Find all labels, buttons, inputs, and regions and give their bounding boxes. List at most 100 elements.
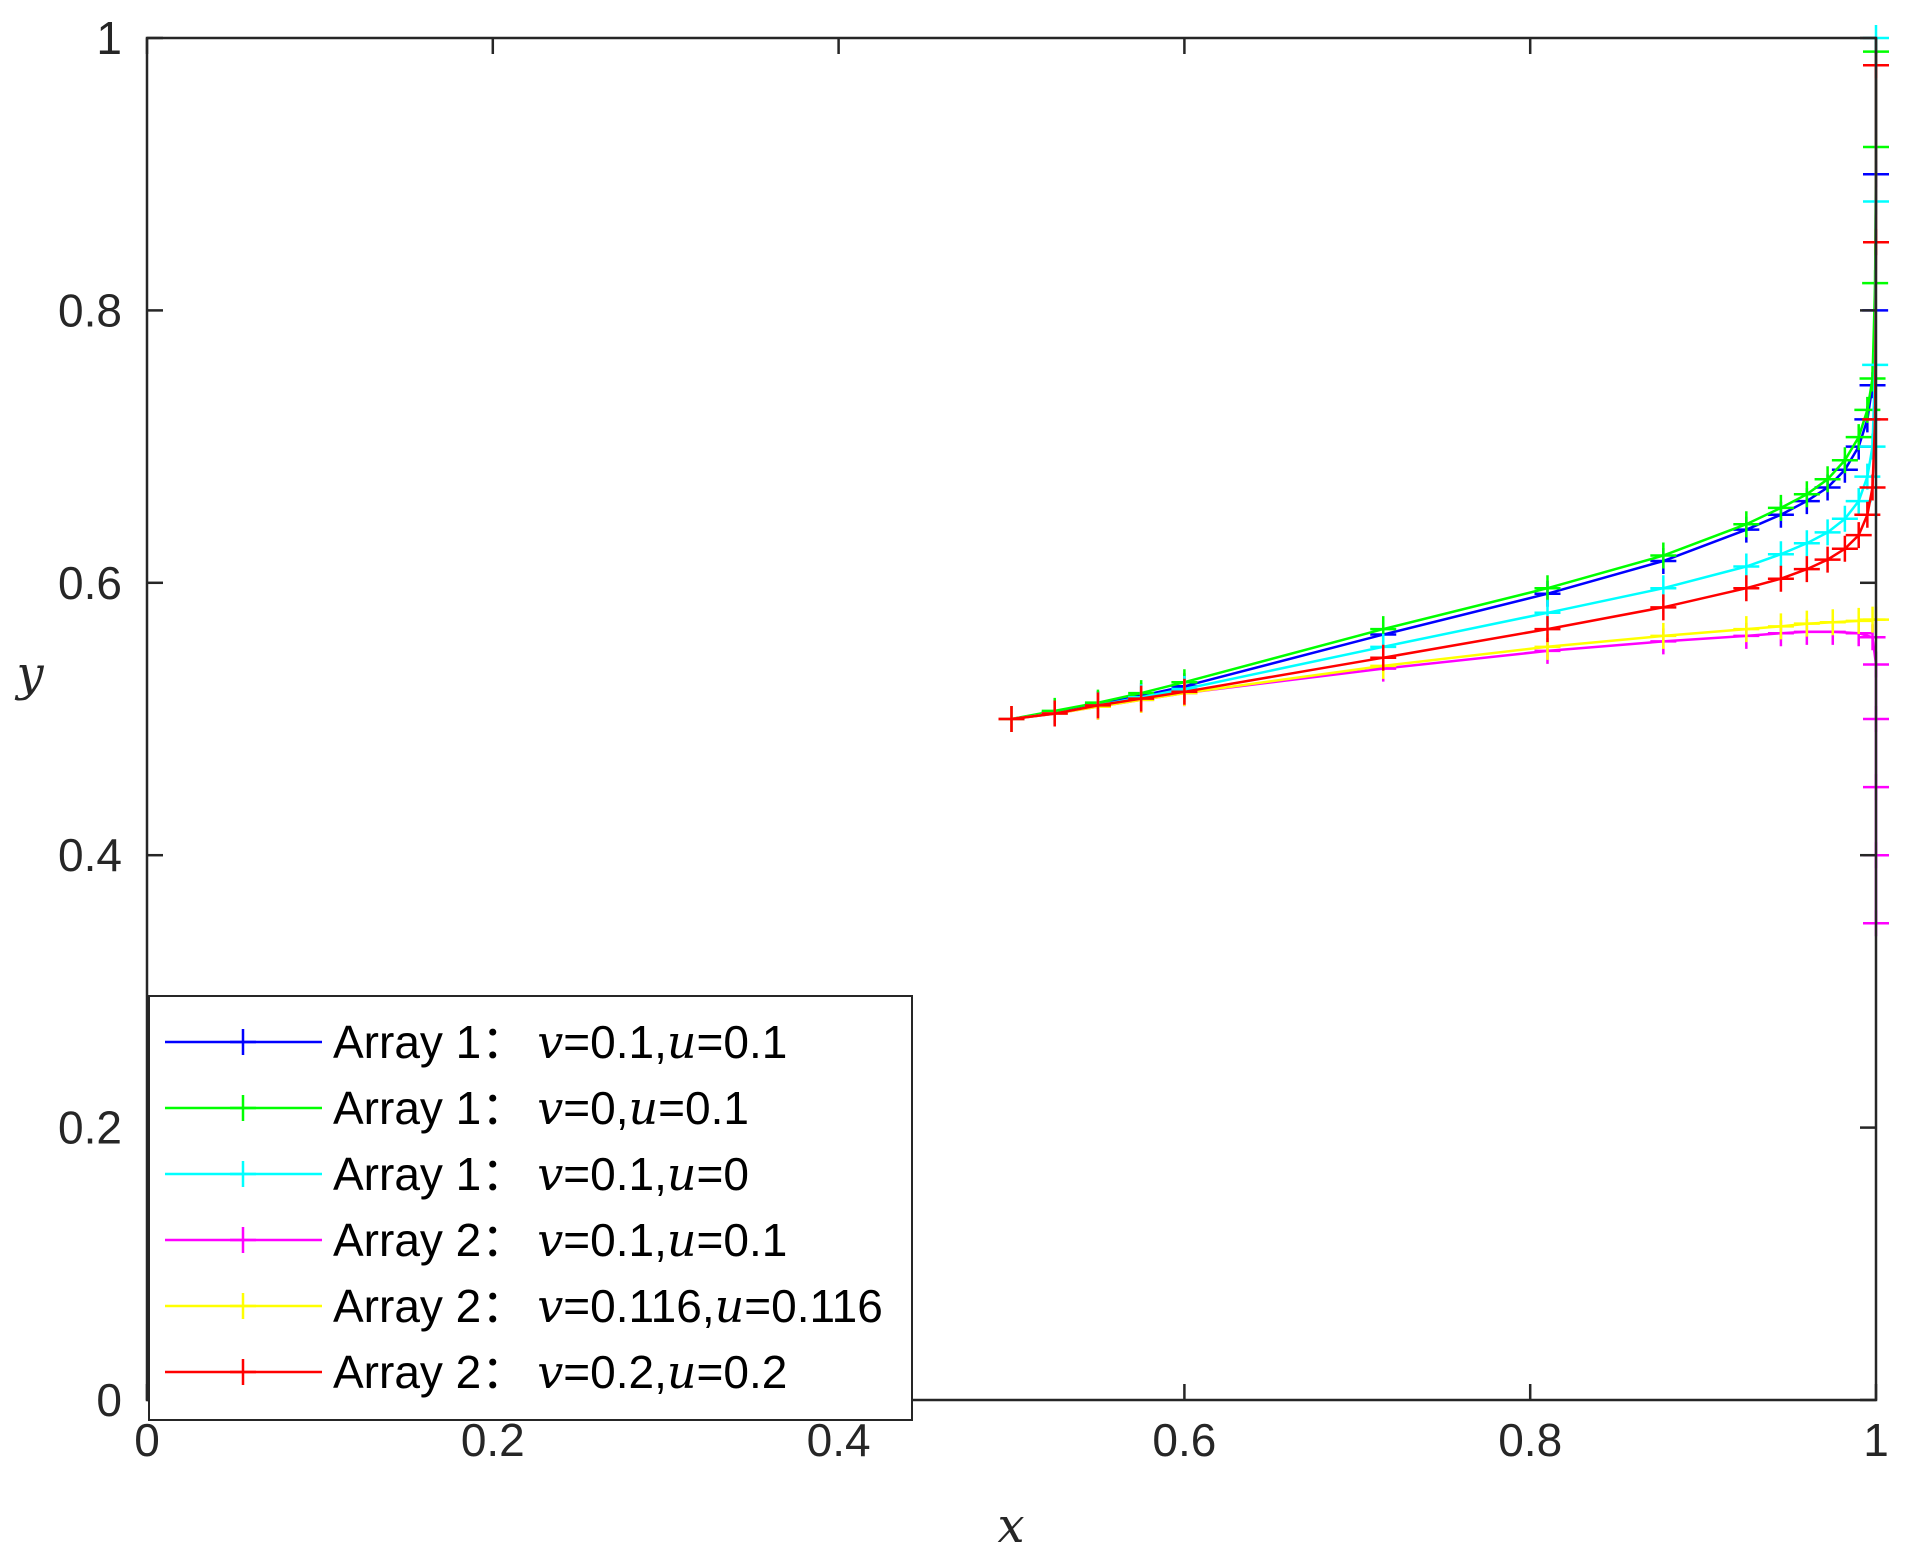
legend-param: v	[537, 1279, 563, 1333]
legend-param: =0.1	[697, 1016, 788, 1068]
data-point	[1733, 511, 1760, 538]
legend-param: u	[667, 1147, 697, 1201]
data-point	[1733, 553, 1760, 580]
data-point	[1831, 447, 1858, 474]
y-tick-label: 0.2	[58, 1102, 122, 1154]
axes-box	[145, 36, 1878, 1402]
legend-label: Array 2： v=0.116,u=0.116	[333, 1279, 883, 1333]
data-point	[1767, 613, 1794, 640]
data-point	[1845, 522, 1872, 549]
data-point	[1845, 424, 1872, 451]
legend-marker	[230, 1029, 256, 1055]
legend-marker	[230, 1161, 256, 1187]
legend-entry: Array 2： v=0.116,u=0.116	[165, 1279, 883, 1333]
legend-param: =0.1	[658, 1082, 749, 1134]
legend-label: Array 1： v=0.1,u=0	[333, 1147, 749, 1201]
legend-marker	[230, 1095, 256, 1121]
data-point	[1793, 530, 1820, 557]
data-point	[998, 706, 1025, 732]
x-tick-label: 0	[134, 1414, 160, 1466]
legend-param: u	[667, 1213, 697, 1267]
data-point	[1793, 610, 1820, 637]
data-point	[1767, 565, 1794, 592]
data-point	[1171, 678, 1198, 705]
y-tick-label: 1	[96, 12, 122, 64]
legend-param: u	[629, 1081, 659, 1135]
y-tick-label: 0.4	[58, 829, 122, 881]
data-point	[1859, 474, 1886, 501]
y-tick-label: 0	[96, 1374, 122, 1426]
legend-param: =0.1,	[563, 1214, 667, 1266]
data-point	[1845, 488, 1872, 515]
legend-param: u	[667, 1345, 697, 1399]
x-tick-label: 1	[1863, 1414, 1889, 1466]
data-point	[1814, 466, 1841, 493]
data-point	[1733, 575, 1760, 602]
data-point	[1819, 609, 1846, 636]
x-tick-label: 0.4	[807, 1414, 871, 1466]
data-point	[1767, 494, 1794, 521]
legend-param: v	[537, 1015, 563, 1069]
data-point	[1650, 542, 1677, 569]
legend-series-name: Array 1：	[333, 1148, 527, 1200]
data-point	[1370, 644, 1397, 671]
legend-param: =0.1,	[563, 1148, 667, 1200]
legend-param: =0.116	[744, 1280, 883, 1332]
y-axis-title: y	[14, 646, 44, 702]
legend-param: =0,	[563, 1082, 628, 1134]
legend-param: v	[537, 1147, 563, 1201]
legend-param: v	[537, 1081, 563, 1135]
x-tick-label: 0.2	[461, 1414, 525, 1466]
legend-entry: Array 1： v=0.1,u=0	[165, 1147, 749, 1201]
data-point	[1831, 505, 1858, 532]
legend-entry: Array 1： v=0.1,u=0.1	[165, 1015, 787, 1069]
data-point	[1814, 519, 1841, 546]
legend-param: v	[537, 1213, 563, 1267]
legend-marker	[230, 1227, 256, 1253]
data-point	[1041, 700, 1068, 727]
legend-label: Array 2： v=0.1,u=0.1	[333, 1213, 787, 1267]
data-point	[1534, 616, 1561, 643]
x-tick-label: 0.8	[1498, 1414, 1562, 1466]
legend-box	[148, 995, 913, 1421]
legend-param: =0.2	[697, 1346, 788, 1398]
x-axis-title: x	[997, 1498, 1024, 1554]
data-point	[1128, 685, 1155, 712]
legend-param: =0.116,	[563, 1280, 714, 1332]
data-point	[1534, 575, 1561, 602]
legend-entry: Array 2： v=0.1,u=0.1	[165, 1213, 787, 1267]
data-point	[1650, 594, 1677, 621]
legend-series-name: Array 2：	[333, 1280, 527, 1332]
legend-marker	[230, 1293, 256, 1319]
legend-param: =0.2,	[563, 1346, 667, 1398]
data-point	[1650, 622, 1677, 649]
legend-label: Array 2： v=0.2,u=0.2	[333, 1345, 787, 1399]
legend-param: =0.1	[697, 1214, 788, 1266]
legend-param: =0.1,	[563, 1016, 667, 1068]
legend-param: u	[715, 1279, 745, 1333]
y-tick-label: 0.6	[58, 557, 122, 609]
legend-series-name: Array 2：	[333, 1346, 527, 1398]
legend-series-name: Array 1：	[333, 1016, 527, 1068]
data-point	[1845, 607, 1872, 634]
data-point	[1767, 541, 1794, 568]
legend-param: v	[537, 1345, 563, 1399]
data-point	[1793, 556, 1820, 583]
legend-entry: Array 2： v=0.2,u=0.2	[165, 1345, 787, 1399]
legend-series-name: Array 2：	[333, 1214, 527, 1266]
legend-marker	[230, 1359, 256, 1385]
data-point	[1831, 535, 1858, 562]
data-point	[1733, 616, 1760, 643]
ticks-layer: 0 0.2 0.4 0.6 0.8 1 0 0.2 0.4 0.6 0.8 1	[58, 12, 1889, 1466]
y-tick-label: 0.8	[58, 284, 122, 336]
legend-entry: Array 1： v=0,u=0.1	[165, 1081, 749, 1135]
legend-series-name: Array 1：	[333, 1082, 527, 1134]
legend-label: Array 1： v=0,u=0.1	[333, 1081, 749, 1135]
data-point	[1084, 692, 1111, 719]
legend-label: Array 1： v=0.1,u=0.1	[333, 1015, 787, 1069]
series-layer	[998, 25, 1889, 937]
x-tick-label: 0.6	[1152, 1414, 1216, 1466]
legend-param: =0	[697, 1148, 749, 1200]
